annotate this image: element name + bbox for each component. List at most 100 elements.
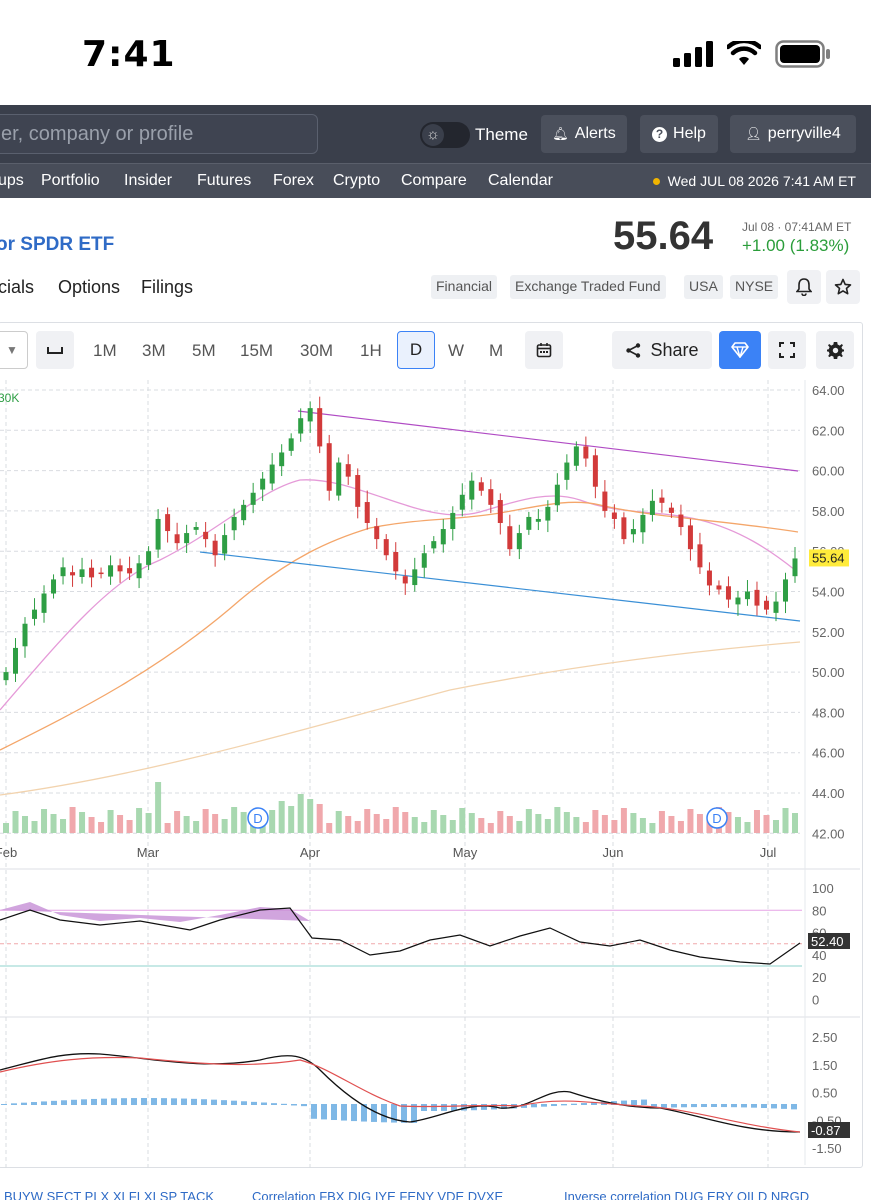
macd-histogram-bar [761, 1104, 767, 1109]
timeframe-15m[interactable]: 15M [240, 341, 274, 360]
nav-item-compare[interactable]: Compare [401, 172, 467, 189]
volume-bar [792, 813, 798, 833]
alert-bell-button[interactable] [787, 270, 821, 304]
macd-histogram-bar [121, 1098, 127, 1105]
macd-histogram-bar [591, 1102, 597, 1105]
price-chart[interactable]: 64.0062.0060.0058.0056.0054.0052.0050.00… [0, 380, 871, 1170]
volume-bar [459, 808, 466, 833]
timeframe-weekly[interactable]: W [448, 341, 465, 360]
macd-histogram-bar [321, 1104, 327, 1120]
dividend-marker-label: D [253, 811, 262, 826]
diamond-icon [731, 342, 749, 358]
candle-body [222, 535, 228, 554]
timeframe-5m[interactable]: 5M [192, 341, 216, 360]
macd-histogram-bar [501, 1104, 507, 1109]
timeframe-1m[interactable]: 1M [93, 341, 117, 360]
alerts-button[interactable]: 🔔︎ Alerts [541, 115, 627, 153]
nav-item-calendar[interactable]: Calendar [488, 172, 553, 189]
candle-body [298, 418, 304, 434]
fullscreen-button[interactable] [768, 331, 806, 369]
candle-body [402, 576, 408, 584]
tag-country[interactable]: USA [684, 275, 723, 299]
chart-settings-button[interactable] [816, 331, 854, 369]
volume-bar [288, 806, 295, 833]
candle-body [41, 593, 47, 613]
ticker-name: or SPDR ETF [0, 234, 115, 255]
candle-body [440, 529, 446, 545]
x-tick-label: Jul [760, 845, 777, 860]
macd-histogram-bar [201, 1099, 207, 1105]
volume-bar [354, 821, 361, 833]
timeframe-monthly[interactable]: M [489, 341, 504, 360]
candle-body [516, 533, 522, 550]
help-button[interactable]: ? Help [640, 115, 718, 153]
nav-item-insider[interactable]: Insider [124, 172, 173, 189]
volume-bar [221, 819, 228, 833]
volume-bar [402, 812, 409, 833]
dividend-marker [706, 807, 728, 829]
inverse-correlation-link[interactable]: Inverse correlation DUG ERY OILD NRGD [564, 1189, 810, 1200]
volume-bar [620, 808, 627, 833]
chart-type-dropdown[interactable]: ▼ [0, 331, 28, 369]
candle-body [3, 672, 9, 681]
premium-button[interactable] [719, 331, 761, 369]
theme-toggle[interactable]: ☼ [420, 122, 470, 148]
candle-body [412, 569, 418, 586]
candle-body [602, 491, 608, 511]
timeframe-daily[interactable]: D [397, 331, 435, 369]
candle-body [545, 506, 551, 521]
last-price-badge [809, 549, 849, 567]
macd-histogram-bar [311, 1104, 317, 1119]
candlesticks: 55.64 [3, 396, 849, 686]
correlation-link[interactable]: Correlation FBX DIG IYE FENY VDE DVXE [252, 1189, 504, 1200]
search-input[interactable]: er, company or profile [0, 114, 318, 154]
interval-picker-button[interactable] [36, 331, 74, 369]
macd-histogram-bar [671, 1104, 677, 1108]
volume-bar [687, 809, 694, 833]
nav-item-groups[interactable]: ups [0, 172, 24, 189]
last-price: 55.64 [613, 214, 714, 258]
volume-bar [212, 814, 219, 833]
share-button[interactable]: Share [612, 331, 712, 369]
candle-body [782, 579, 788, 602]
volume-bar [174, 811, 181, 833]
nav-item-forex[interactable]: Forex [273, 172, 314, 189]
candle-body [336, 462, 342, 496]
candle-body [326, 443, 332, 491]
volume-bar [516, 821, 523, 833]
volume-bar [98, 822, 105, 833]
chart-panel [0, 322, 863, 1168]
timeframe-1h[interactable]: 1H [360, 341, 382, 360]
tab-filings[interactable]: Filings [141, 277, 194, 297]
nav-item-futures[interactable]: Futures [197, 172, 252, 189]
macd-histogram-bar [361, 1104, 367, 1122]
volume-bar [88, 817, 95, 833]
rsi-overbought-fill [0, 902, 310, 922]
candle-body [687, 525, 693, 550]
date-range-button[interactable] [525, 331, 563, 369]
nav-item-portfolio[interactable]: Portfolio [41, 172, 100, 189]
volume-bar [601, 815, 608, 833]
candle-body [146, 551, 152, 565]
macd-histogram-bar [91, 1098, 97, 1105]
macd-tick-label: 0.50 [812, 1086, 837, 1101]
nav-item-crypto[interactable]: Crypto [333, 172, 381, 189]
candle-body [279, 452, 285, 467]
user-button[interactable]: 👤︎ perryville4 [730, 115, 856, 153]
tab-financials[interactable]: cials [0, 277, 35, 297]
tab-options[interactable]: Options [58, 277, 121, 297]
volume-bar [649, 823, 656, 833]
volume-bar [69, 807, 76, 833]
timeframe-3m[interactable]: 3M [142, 341, 166, 360]
rsi-value-badge [808, 933, 850, 949]
trendlines [199, 410, 801, 622]
tag-sector[interactable]: Financial [431, 275, 498, 299]
timeframe-30m[interactable]: 30M [300, 341, 334, 360]
macd-histogram-bar [581, 1103, 587, 1105]
related-etfs-link[interactable]: BUYW SECT PLX XLFI XLSP TACK [4, 1189, 214, 1200]
tag-industry[interactable]: Exchange Traded Fund [510, 275, 666, 299]
volume-bar [307, 799, 314, 833]
tag-exchange[interactable]: NYSE [730, 275, 779, 299]
watchlist-star-button[interactable] [826, 270, 860, 304]
macd-histogram-bar [51, 1100, 57, 1105]
